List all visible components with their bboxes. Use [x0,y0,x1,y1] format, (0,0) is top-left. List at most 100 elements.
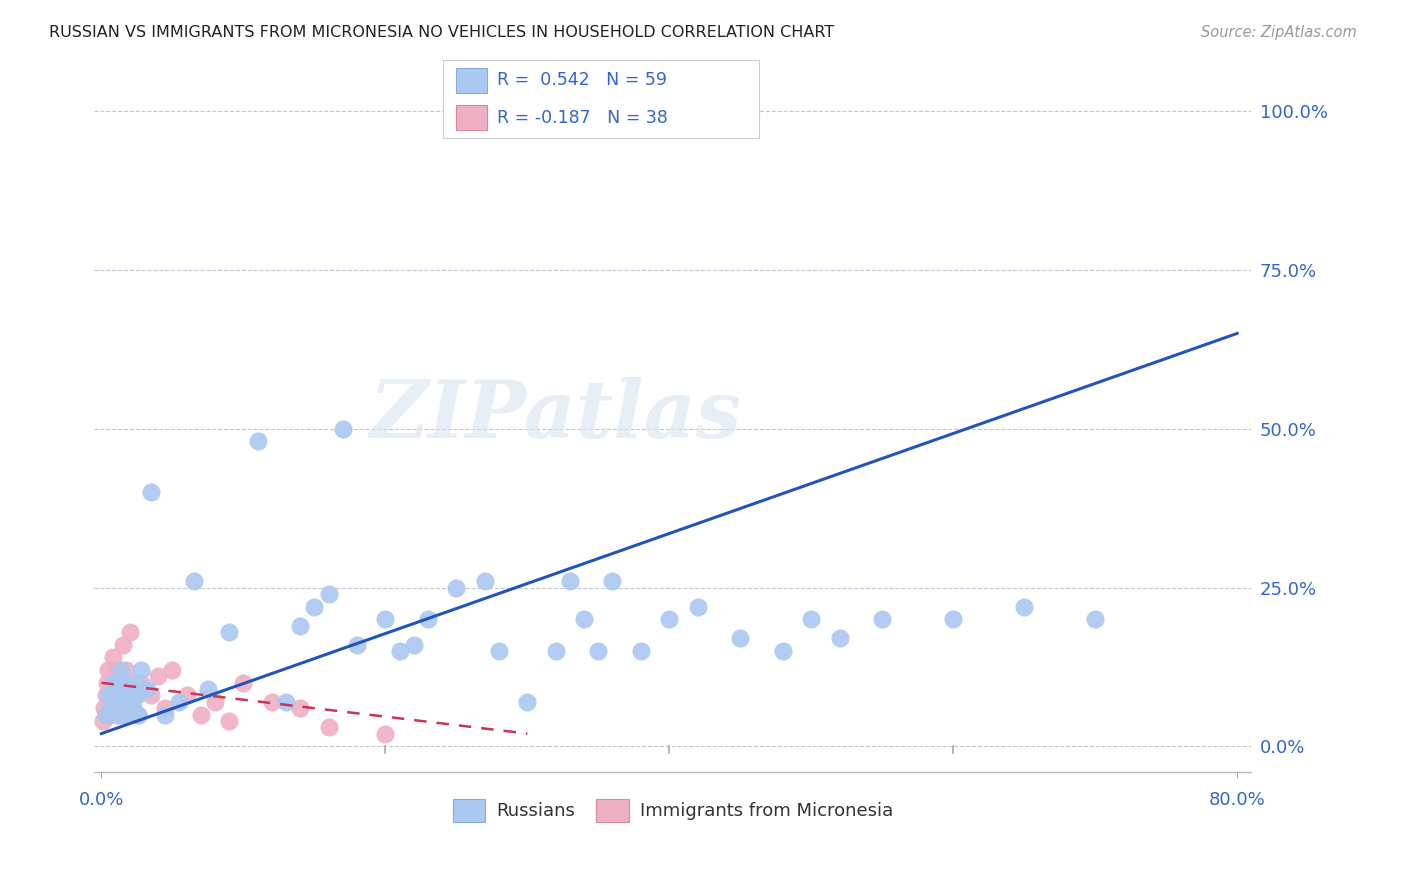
Point [388,644,411,658]
Point [98,707,121,722]
Point [110,707,132,722]
Point [1012,599,1035,614]
Point [101,650,124,665]
Text: R = -0.187   N = 38: R = -0.187 N = 38 [496,109,668,127]
Point [169,695,191,709]
Point [176,689,198,703]
Point [129,663,152,677]
Point [183,574,205,589]
Point [108,675,131,690]
Point [139,485,162,500]
Point [800,612,823,626]
Point [105,682,128,697]
Point [117,682,139,697]
Point [125,689,148,703]
Point [111,701,134,715]
Bar [456,105,486,130]
Point [155,707,177,722]
Text: 0.0%: 0.0% [79,791,124,809]
Point [232,675,254,690]
Point [108,689,131,703]
Point [114,695,136,709]
Point [121,701,143,715]
Point [132,682,155,697]
Text: RUSSIAN VS IMMIGRANTS FROM MICRONESIA NO VEHICLES IN HOUSEHOLD CORRELATION CHART: RUSSIAN VS IMMIGRANTS FROM MICRONESIA NO… [49,25,834,40]
Point [218,624,240,639]
Point [374,726,396,740]
Point [190,707,212,722]
Point [446,581,468,595]
Point [274,695,297,709]
Point [686,599,709,614]
Point [1084,612,1107,626]
Point [127,707,149,722]
Point [332,422,354,436]
Point [346,638,368,652]
Point [94,707,117,722]
Point [103,675,125,690]
Point [107,701,129,715]
Point [197,682,219,697]
Point [772,644,794,658]
Point [112,675,135,690]
Point [730,632,752,646]
Point [246,434,269,449]
Point [118,689,141,703]
Point [474,574,496,589]
Text: R =  0.542   N = 59: R = 0.542 N = 59 [496,71,666,89]
Text: ZIPatlas: ZIPatlas [370,377,742,455]
Point [107,707,129,722]
Point [120,695,142,709]
Point [100,701,122,715]
Point [146,669,169,683]
Point [402,638,425,652]
Point [588,644,610,658]
Point [96,675,118,690]
Point [112,689,135,703]
Point [630,644,652,658]
Point [942,612,965,626]
Point [288,701,311,715]
Point [416,612,439,626]
Point [124,675,146,690]
Point [658,612,681,626]
Point [516,695,538,709]
Point [129,675,152,690]
Point [127,707,149,722]
Point [121,701,143,715]
Point [101,675,124,690]
Point [115,675,138,690]
Point [97,689,120,703]
Point [318,720,340,734]
Point [558,574,581,589]
Point [544,644,567,658]
Point [828,632,851,646]
Point [602,574,624,589]
Point [374,612,396,626]
Point [260,695,283,709]
Point [93,701,115,715]
Point [135,682,157,697]
Point [114,663,136,677]
Point [115,707,138,722]
Point [204,695,226,709]
Text: 80.0%: 80.0% [1209,791,1265,809]
Point [104,689,127,703]
Point [218,714,240,728]
Point [110,663,132,677]
Point [98,701,121,715]
Point [124,689,146,703]
Point [288,618,311,632]
Point [118,624,141,639]
Point [162,663,184,677]
Text: Source: ZipAtlas.com: Source: ZipAtlas.com [1201,25,1357,40]
Point [91,714,114,728]
Point [104,695,127,709]
Point [488,644,510,658]
Point [304,599,326,614]
Point [139,689,162,703]
Point [155,701,177,715]
Point [94,689,117,703]
Point [870,612,893,626]
Point [318,587,340,601]
